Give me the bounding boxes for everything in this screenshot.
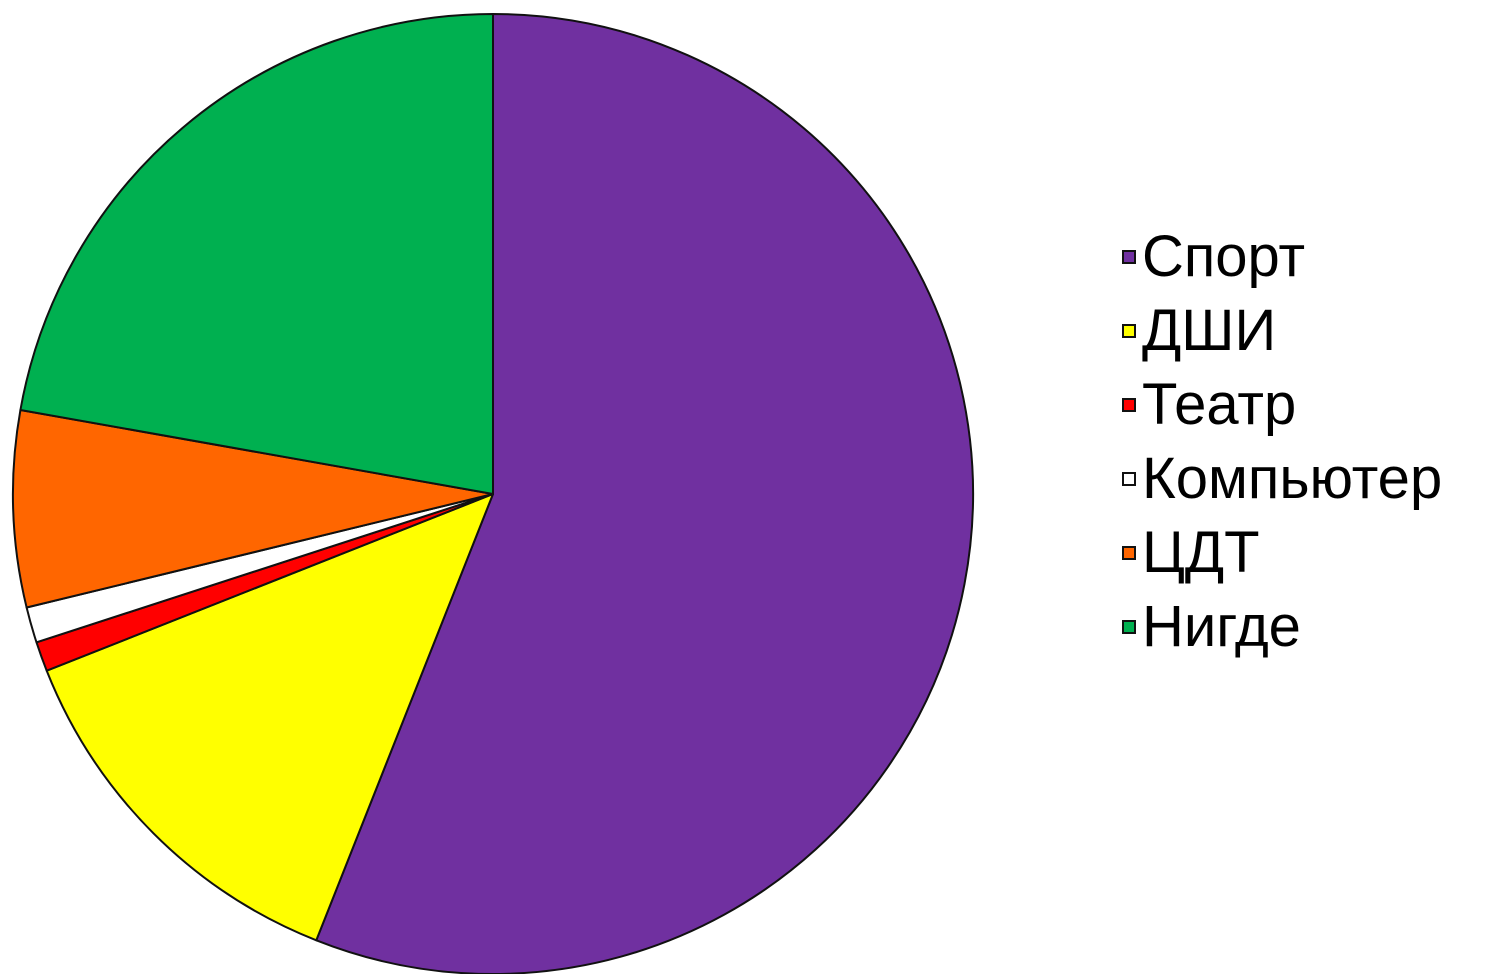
legend-item-dshi: ДШИ	[1122, 294, 1482, 368]
legend-swatch-cdt	[1122, 546, 1136, 560]
pie-slice-cdt	[12, 408, 494, 609]
pie-slice-nowhere	[19, 13, 494, 495]
legend-item-theatre: Театр	[1122, 368, 1482, 442]
legend-label-nowhere: Нигде	[1142, 594, 1301, 659]
legend-swatch-dshi	[1122, 324, 1136, 338]
legend-label-dshi: ДШИ	[1142, 298, 1277, 363]
legend-item-nowhere: Нигде	[1122, 590, 1482, 664]
legend: Спорт ДШИ Театр Компьютер ЦДТ Нигде	[1122, 220, 1482, 664]
legend-item-computer: Компьютер	[1122, 442, 1482, 516]
legend-item-cdt: ЦДТ	[1122, 516, 1482, 590]
pie-slice-dshi	[45, 493, 494, 942]
legend-label-sport: Спорт	[1142, 224, 1306, 289]
legend-swatch-theatre	[1122, 398, 1136, 412]
pie-slice-sport	[315, 13, 974, 974]
legend-item-sport: Спорт	[1122, 220, 1482, 294]
legend-swatch-nowhere	[1122, 620, 1136, 634]
legend-label-computer: Компьютер	[1142, 446, 1443, 511]
legend-swatch-computer	[1122, 472, 1136, 486]
legend-label-theatre: Театр	[1142, 372, 1297, 437]
legend-swatch-sport	[1122, 250, 1136, 264]
legend-label-cdt: ЦДТ	[1142, 520, 1260, 585]
